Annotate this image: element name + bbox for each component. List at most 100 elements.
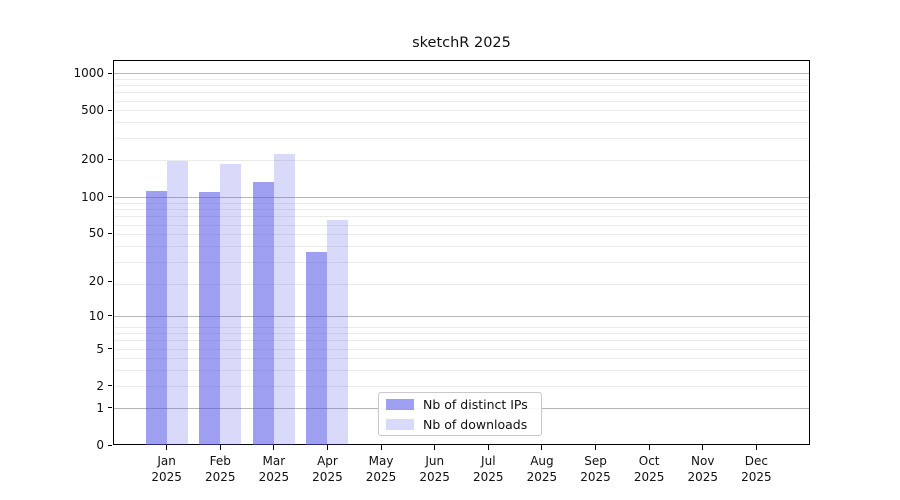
minor-gridline xyxy=(114,224,809,226)
month-label: Sep xyxy=(584,454,607,468)
year-label: 2025 xyxy=(633,470,665,484)
minor-gridline xyxy=(114,100,809,102)
minor-gridline xyxy=(114,202,809,204)
year-label: 2025 xyxy=(741,470,772,484)
y-tick xyxy=(108,72,112,74)
minor-gridline xyxy=(114,209,809,211)
minor-gridline xyxy=(114,122,809,124)
major-gridline xyxy=(114,73,809,75)
legend: Nb of distinct IPs Nb of downloads xyxy=(378,392,542,436)
minor-gridline xyxy=(114,246,809,248)
minor-gridline xyxy=(114,333,809,335)
y-tick-label: 0 xyxy=(96,438,104,452)
minor-gridline xyxy=(114,283,809,285)
month-label: Nov xyxy=(691,454,715,468)
year-label: 2025 xyxy=(687,470,719,484)
month-label: Apr xyxy=(317,454,338,468)
x-tick-label-may: May 2025 xyxy=(354,453,408,485)
major-gridline xyxy=(114,315,809,317)
legend-item: Nb of downloads xyxy=(379,414,541,434)
y-tick-label: 200 xyxy=(81,152,104,167)
x-tick xyxy=(326,445,328,450)
x-tick xyxy=(487,445,489,450)
plot-area xyxy=(113,60,810,445)
x-tick-label-jan: Jan 2025 xyxy=(140,453,194,485)
month-label: Jul xyxy=(481,454,496,468)
minor-gridline xyxy=(114,159,809,161)
x-tick-label-feb: Feb 2025 xyxy=(193,453,247,485)
y-tick xyxy=(108,407,112,409)
y-tick-label: 20 xyxy=(88,274,104,289)
bar-downloads-feb xyxy=(220,163,242,445)
legend-item: Nb of distinct IPs xyxy=(379,394,541,414)
x-tick-label-nov: Nov 2025 xyxy=(676,453,730,485)
bar-downloads-jan xyxy=(166,160,188,445)
x-tick-label-dec: Dec 2025 xyxy=(729,453,783,485)
year-label: 2025 xyxy=(258,470,290,484)
x-tick xyxy=(219,445,221,450)
x-tick xyxy=(434,445,436,450)
y-tick xyxy=(108,385,112,387)
minor-gridline xyxy=(114,78,809,80)
minor-gridline xyxy=(114,340,809,342)
y-tick-label: 1 xyxy=(96,400,104,415)
month-label: Oct xyxy=(638,454,660,468)
minor-gridline xyxy=(114,216,809,218)
x-tick xyxy=(380,445,382,450)
y-tick-label: 50 xyxy=(88,226,104,241)
bar-distinct-ips-feb xyxy=(199,191,221,445)
month-label: May xyxy=(368,454,394,468)
x-tick-label-oct: Oct 2025 xyxy=(622,453,676,485)
minor-gridline xyxy=(114,348,809,350)
bar-distinct-ips-mar xyxy=(252,182,274,445)
chart-title: sketchR 2025 xyxy=(412,35,511,51)
year-label: 2025 xyxy=(365,470,397,484)
minor-gridline xyxy=(114,385,809,387)
minor-gridline xyxy=(114,137,809,139)
x-tick xyxy=(755,445,757,450)
y-tick xyxy=(108,196,112,198)
year-label: 2025 xyxy=(526,470,558,484)
bar-downloads-apr xyxy=(327,220,349,445)
x-tick xyxy=(273,445,275,450)
x-tick xyxy=(595,445,597,450)
minor-gridline xyxy=(114,234,809,236)
y-tick xyxy=(108,232,112,234)
legend-label: Nb of downloads xyxy=(423,416,528,432)
legend-label: Nb of distinct IPs xyxy=(423,396,528,412)
minor-gridline xyxy=(114,370,809,372)
year-label: 2025 xyxy=(580,470,611,484)
y-tick-label: 1000 xyxy=(73,66,104,81)
month-label: Jan xyxy=(157,454,176,468)
minor-gridline xyxy=(114,92,809,94)
y-tick xyxy=(108,348,112,350)
x-tick-label-jul: Jul 2025 xyxy=(461,453,515,485)
bar-downloads-mar xyxy=(273,154,295,445)
month-label: Mar xyxy=(262,454,286,468)
bar-distinct-ips-apr xyxy=(306,251,328,445)
minor-gridline xyxy=(114,85,809,87)
x-tick-label-apr: Apr 2025 xyxy=(300,453,354,485)
minor-gridline xyxy=(114,358,809,360)
year-label: 2025 xyxy=(151,470,182,484)
bar-distinct-ips-jan xyxy=(145,191,167,445)
y-tick xyxy=(108,280,112,282)
x-tick xyxy=(648,445,650,450)
y-tick xyxy=(108,444,112,446)
month-label: Dec xyxy=(744,454,768,468)
minor-gridline xyxy=(114,110,809,112)
year-label: 2025 xyxy=(473,470,504,484)
x-tick-label-jun: Jun 2025 xyxy=(408,453,462,485)
year-label: 2025 xyxy=(419,470,450,484)
month-label: Jun xyxy=(425,454,445,468)
y-tick xyxy=(108,158,112,160)
y-tick-label: 100 xyxy=(81,189,104,204)
minor-gridline xyxy=(114,261,809,263)
x-tick xyxy=(541,445,543,450)
major-gridline xyxy=(114,196,809,198)
x-tick-label-aug: Aug 2025 xyxy=(515,453,569,485)
y-tick-label: 500 xyxy=(81,103,104,118)
y-tick xyxy=(108,315,112,317)
y-tick-label: 2 xyxy=(96,378,104,393)
